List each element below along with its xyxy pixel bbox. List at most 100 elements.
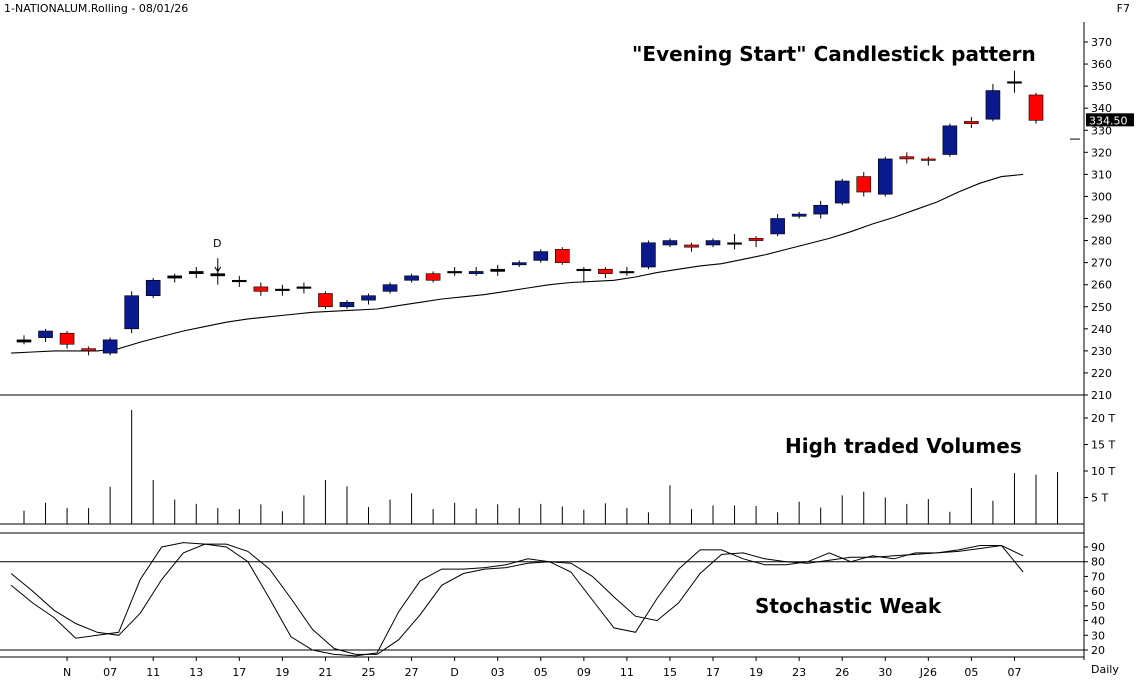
price-tick-label: 330 xyxy=(1091,124,1112,137)
candle-body xyxy=(921,158,936,161)
volume-tick-label: 10 T xyxy=(1091,465,1115,478)
date-tick-label: 09 xyxy=(577,666,591,679)
pattern-annotation: "Evening Start" Candlestick pattern xyxy=(632,42,1036,66)
candle-body xyxy=(791,213,807,217)
date-tick-label: 11 xyxy=(146,666,160,679)
moving-average-line xyxy=(11,173,1024,354)
date-tick-label: 11 xyxy=(620,666,634,679)
candle-body xyxy=(81,348,96,352)
candle-body xyxy=(554,249,570,263)
candle-body xyxy=(1007,81,1022,84)
date-tick-label: D xyxy=(450,666,458,679)
candle-body xyxy=(253,286,269,292)
marker-arrow-head xyxy=(214,266,222,273)
axes-layer: 2102202302402502602702802903003103203303… xyxy=(63,36,1134,679)
candle-body xyxy=(490,268,506,272)
price-tick-label: 370 xyxy=(1091,36,1112,49)
stochastic-tick-label: 50 xyxy=(1091,600,1105,613)
date-tick-label: 07 xyxy=(1007,666,1021,679)
date-tick-label: 17 xyxy=(232,666,246,679)
candle-body xyxy=(834,180,850,204)
candle-body xyxy=(641,242,656,268)
stochastic-layer xyxy=(10,542,1024,657)
candle-body xyxy=(275,288,290,291)
candle-body xyxy=(167,275,183,279)
date-tick-label: 26 xyxy=(835,666,849,679)
stochastic-tick-label: 80 xyxy=(1091,556,1105,569)
candle-body xyxy=(964,121,979,124)
candle-body xyxy=(770,218,785,235)
price-tick-label: 240 xyxy=(1091,323,1112,336)
price-tick-label: 230 xyxy=(1091,345,1112,358)
candle-body xyxy=(102,339,118,354)
candle-body xyxy=(124,295,139,330)
candle-body xyxy=(942,125,958,155)
candle-body xyxy=(619,271,635,274)
date-tick-label: 05 xyxy=(534,666,548,679)
stochastic-tick-label: 60 xyxy=(1091,585,1105,598)
candle-body xyxy=(748,238,764,241)
date-tick-label: 03 xyxy=(491,666,505,679)
candle-body xyxy=(16,339,32,343)
timeframe-label: Daily xyxy=(1091,663,1119,676)
date-tick-label: 27 xyxy=(405,666,419,679)
stochastic-tick-label: 40 xyxy=(1091,615,1105,628)
date-tick-label: J26 xyxy=(919,666,937,679)
price-tick-label: 220 xyxy=(1091,367,1112,380)
price-tick-label: 320 xyxy=(1091,146,1112,159)
candle-body xyxy=(447,271,462,274)
candle-body xyxy=(705,240,721,246)
date-tick-label: 25 xyxy=(362,666,376,679)
stochastic-line-pct-d xyxy=(10,543,1024,655)
candle-body xyxy=(684,244,699,248)
candle-body xyxy=(361,295,376,301)
candle-body xyxy=(38,330,53,338)
candle-body xyxy=(468,271,484,274)
date-tick-label: 19 xyxy=(275,666,289,679)
candle-body xyxy=(404,275,419,281)
price-tick-label: 270 xyxy=(1091,257,1112,270)
candle-body xyxy=(899,156,915,160)
price-tick-label: 310 xyxy=(1091,168,1112,181)
last-price-box xyxy=(1086,113,1134,127)
volume-layer xyxy=(23,410,1059,524)
volume-tick-label: 5 T xyxy=(1091,492,1108,505)
stochastic-line-pct-k xyxy=(10,542,1024,657)
candle-body xyxy=(296,286,312,289)
volume-tick-label: 15 T xyxy=(1091,439,1115,452)
price-tick-label: 290 xyxy=(1091,213,1112,226)
moving-average-layer xyxy=(11,173,1024,354)
volume-annotation: High traded Volumes xyxy=(785,434,1022,458)
candle-body xyxy=(877,158,893,195)
candle-body xyxy=(318,293,333,308)
date-tick-label: 21 xyxy=(318,666,332,679)
key-hint: F7 xyxy=(1116,2,1130,15)
candle-body xyxy=(856,176,872,193)
last-price-label: 334.50 xyxy=(1089,114,1128,127)
candle-body xyxy=(1028,94,1044,121)
candle-body xyxy=(188,271,204,274)
date-tick-label: 07 xyxy=(103,666,117,679)
candle-body xyxy=(576,268,592,272)
candle-body xyxy=(727,242,742,245)
marker-letter: D xyxy=(213,237,222,250)
candle-body xyxy=(662,240,678,246)
price-tick-label: 280 xyxy=(1091,235,1112,248)
date-tick-label: 17 xyxy=(706,666,720,679)
price-tick-label: 360 xyxy=(1091,58,1112,71)
volume-tick-label: 20 T xyxy=(1091,412,1115,425)
candle-body xyxy=(210,273,226,277)
candle-body xyxy=(382,284,398,292)
panel-frames xyxy=(0,22,1085,660)
candle-body xyxy=(339,302,355,308)
price-tick-label: 210 xyxy=(1091,389,1112,402)
date-tick-label: 05 xyxy=(964,666,978,679)
date-tick-label: 15 xyxy=(663,666,677,679)
price-tick-label: 350 xyxy=(1091,80,1112,93)
candle-body xyxy=(533,251,549,261)
candle-body xyxy=(813,204,828,215)
candle-body xyxy=(425,273,441,281)
price-tick-label: 340 xyxy=(1091,102,1112,115)
price-tick-label: 260 xyxy=(1091,279,1112,292)
candles-layer xyxy=(16,70,1044,356)
